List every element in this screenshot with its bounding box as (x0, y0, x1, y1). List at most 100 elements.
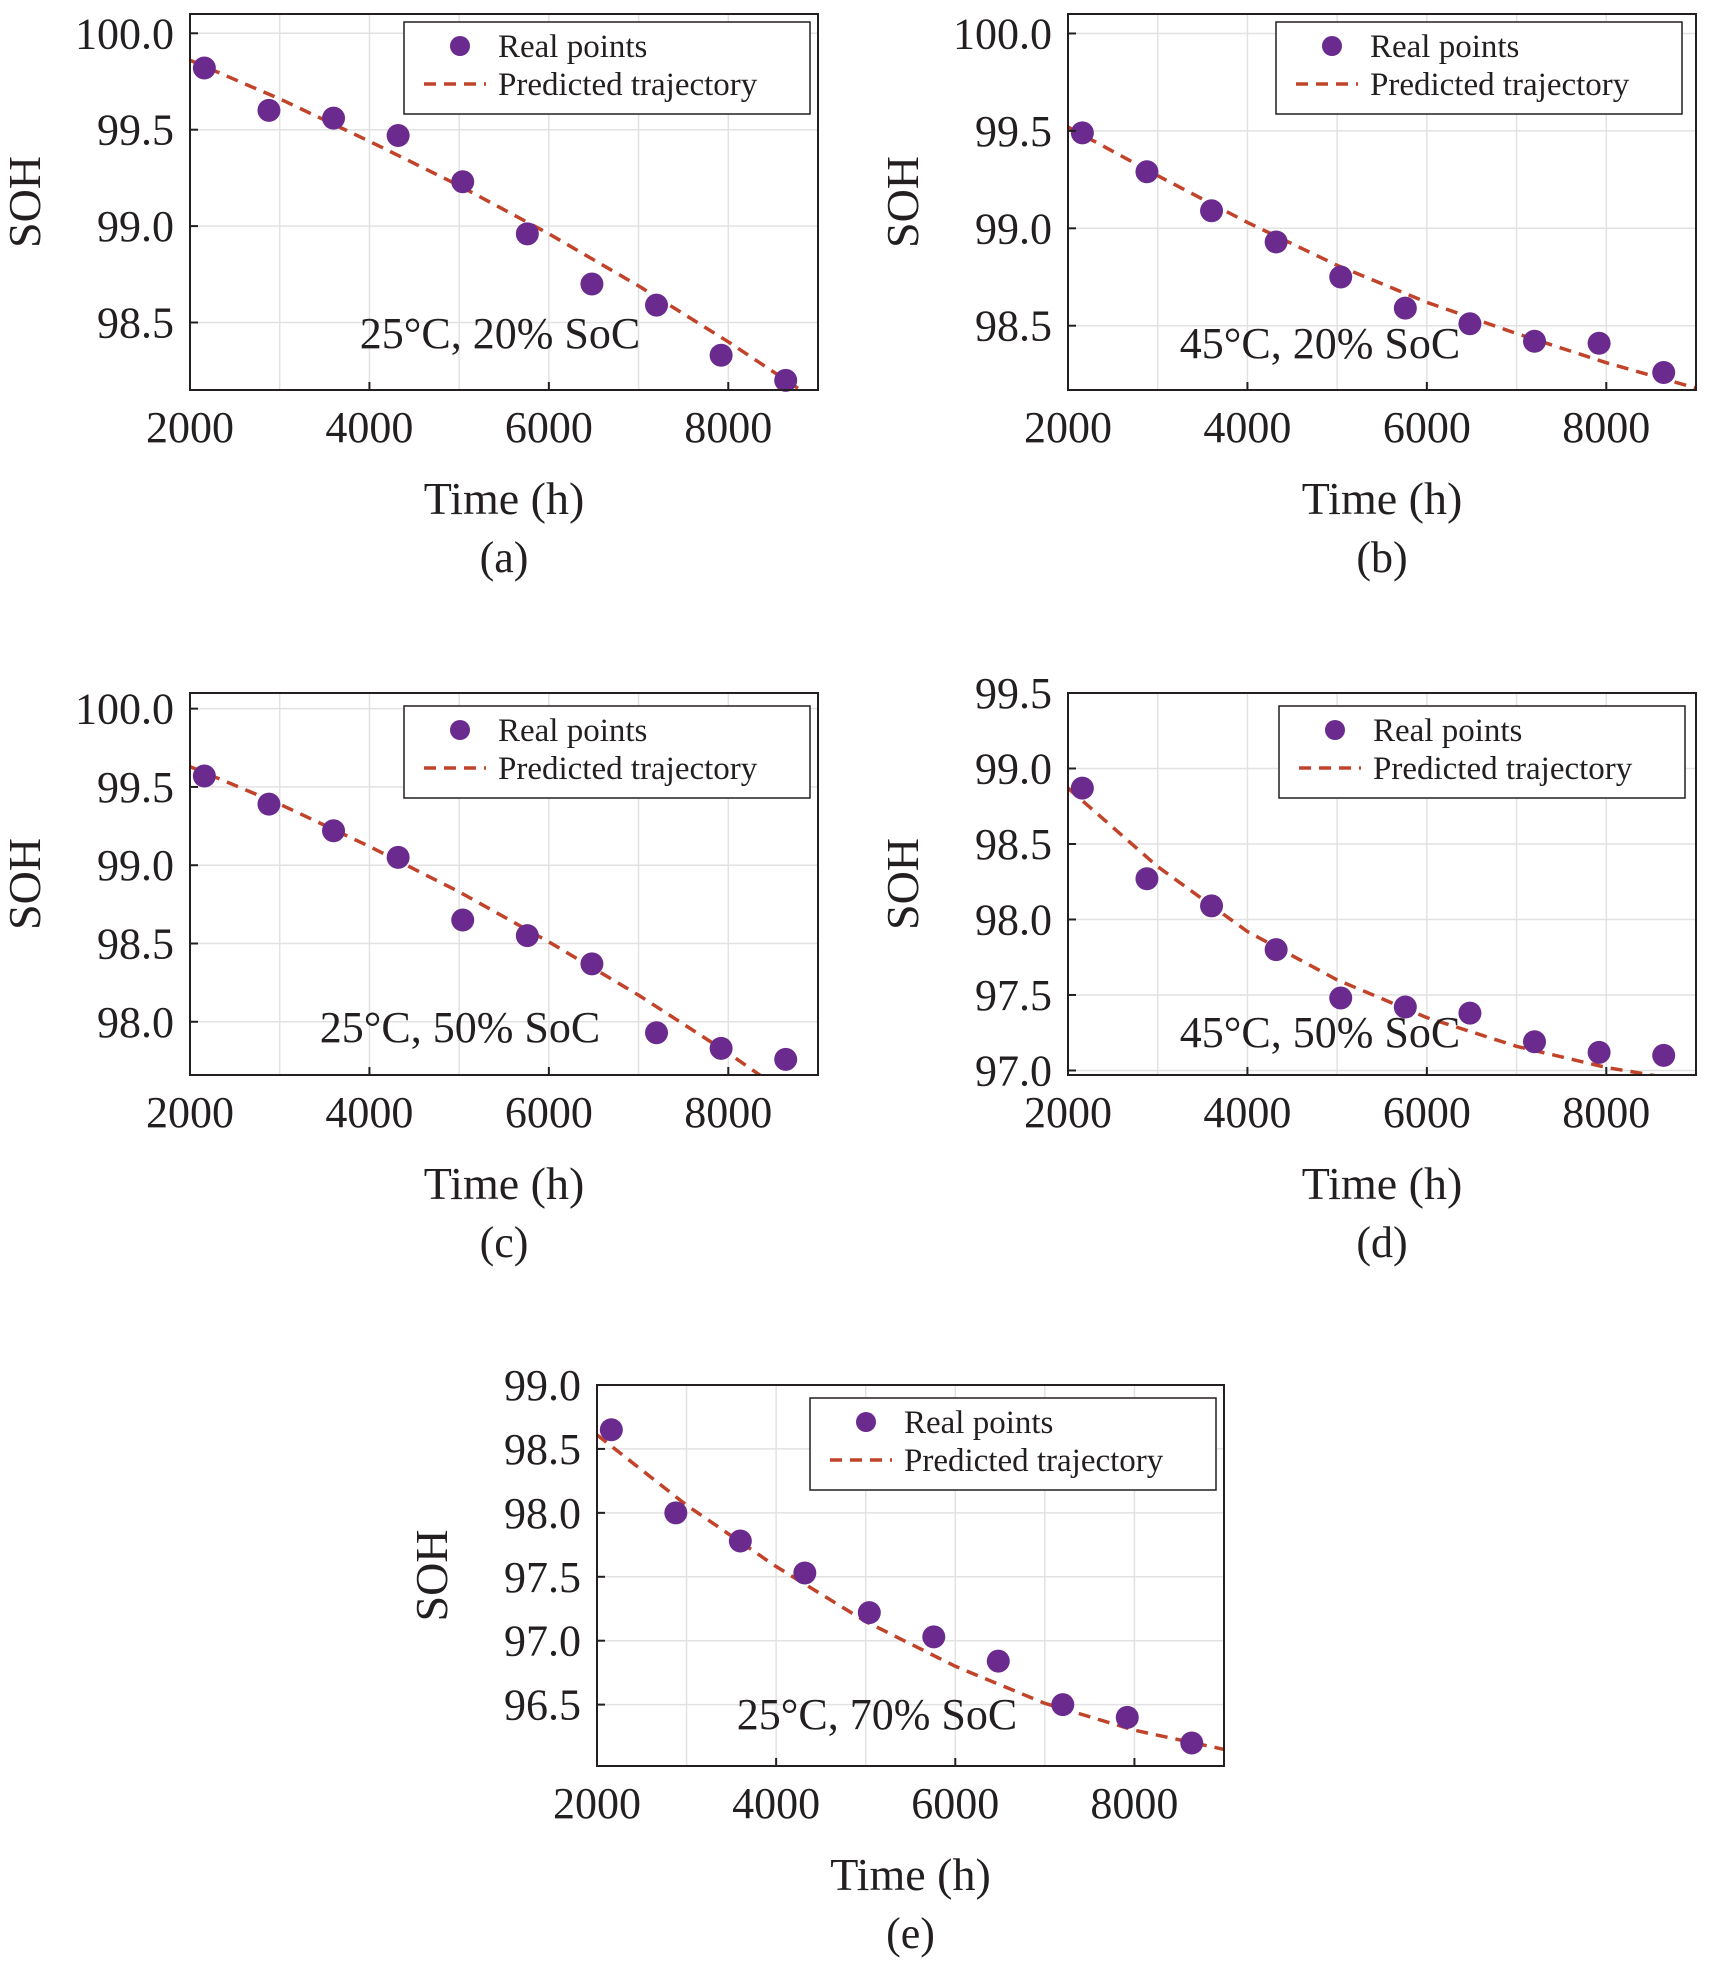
x-tick-label: 4000 (325, 1088, 413, 1137)
real-point (1264, 230, 1288, 254)
y-tick-label: 99.0 (97, 841, 174, 890)
real-point (1200, 894, 1224, 918)
legend-box (1275, 21, 1683, 115)
x-axis-label: Time (h) (1302, 473, 1463, 524)
real-point (857, 1601, 881, 1625)
real-point (1523, 329, 1547, 353)
real-point (1393, 296, 1417, 320)
x-tick-label: 4000 (1203, 1088, 1291, 1137)
legend-box (403, 705, 811, 799)
real-point (664, 1501, 688, 1525)
y-axis-label: SOH (0, 838, 50, 930)
legend-point-swatch (450, 36, 470, 56)
real-point (774, 1047, 798, 1071)
chart-panel-4: 2000 4000 6000 8000 97.0 97.5 98.0 98.5 99.0 99.5… (877, 669, 1697, 1267)
real-point (793, 1561, 817, 1585)
y-axis-label: SOH (0, 156, 50, 248)
real-point (986, 1649, 1010, 1673)
real-point (1070, 121, 1094, 145)
legend-point-swatch (1322, 36, 1342, 56)
real-point (728, 1529, 752, 1553)
real-point (1523, 1030, 1547, 1054)
y-tick-label: 98.5 (504, 1425, 581, 1474)
real-point (1264, 938, 1288, 962)
real-point (1393, 995, 1417, 1019)
legend-trajectory-label: Predicted trajectory (498, 67, 758, 103)
y-tick-label: 100.0 (75, 9, 174, 58)
y-axis-label: SOH (877, 156, 928, 248)
y-tick-label: 99.5 (97, 763, 174, 812)
real-point (1652, 360, 1676, 384)
y-tick-label: 97.0 (975, 1046, 1052, 1095)
x-tick-label: 8000 (684, 403, 772, 452)
real-point (1587, 1040, 1611, 1064)
axes-frame (596, 1384, 1225, 1767)
real-point (1180, 1731, 1204, 1755)
real-point (1458, 312, 1482, 336)
y-tick-label: 98.0 (504, 1489, 581, 1538)
x-tick-label: 8000 (1562, 1088, 1650, 1137)
x-axis-label: Time (h) (1302, 1158, 1463, 1209)
real-point (257, 792, 281, 816)
x-tick-label: 2000 (146, 403, 234, 452)
y-tick-label: 99.0 (975, 204, 1052, 253)
panel-caption: (a) (480, 533, 529, 582)
x-axis-label: Time (h) (424, 1158, 585, 1209)
y-tick-label: 99.5 (97, 106, 174, 155)
y-tick-label: 98.5 (97, 299, 174, 348)
chart-panel-3: 2000 4000 6000 8000 98.0 98.5 99.0 99.5 100.0 Tim… (0, 685, 819, 1267)
panel-caption: (b) (1356, 533, 1407, 582)
real-point (580, 952, 604, 976)
predicted-trajectory-line (1068, 786, 1662, 1075)
condition-label: 25°C, 20% SoC (360, 309, 640, 358)
predicted-trajectory-line (190, 764, 763, 1075)
legend-box (1278, 705, 1686, 799)
axes-frame (189, 692, 819, 1076)
x-tick-label: 4000 (732, 1779, 820, 1828)
legend-points-label: Real points (904, 1405, 1053, 1441)
axes-frame (189, 13, 819, 391)
axes-frame (1067, 692, 1697, 1076)
y-tick-label: 98.0 (97, 998, 174, 1047)
legend-points-label: Real points (1370, 29, 1519, 65)
real-point (1115, 1705, 1139, 1729)
real-point (257, 98, 281, 122)
real-point (709, 343, 733, 367)
real-point (515, 924, 539, 948)
x-tick-label: 6000 (505, 1088, 593, 1137)
real-point (192, 764, 216, 788)
real-point (645, 293, 669, 317)
real-point (922, 1625, 946, 1649)
y-tick-label: 97.5 (975, 971, 1052, 1020)
real-point (1135, 160, 1159, 184)
y-axis-label: SOH (406, 1529, 457, 1621)
panel-caption: (d) (1356, 1218, 1407, 1267)
legend-trajectory-label: Predicted trajectory (498, 751, 758, 787)
y-tick-label: 99.5 (975, 107, 1052, 156)
y-tick-label: 99.5 (975, 669, 1052, 718)
x-tick-label: 2000 (553, 1779, 641, 1828)
real-point (386, 123, 410, 147)
real-point (774, 368, 798, 392)
real-point (599, 1418, 623, 1442)
condition-label: 45°C, 50% SoC (1180, 1008, 1460, 1057)
y-axis-label: SOH (877, 838, 928, 930)
real-point (645, 1021, 669, 1045)
panel-caption: (e) (886, 1909, 935, 1958)
real-point (1135, 867, 1159, 891)
y-tick-label: 99.0 (975, 744, 1052, 793)
real-point (1070, 776, 1094, 800)
real-point (1200, 199, 1224, 223)
y-tick-label: 98.5 (975, 820, 1052, 869)
x-tick-label: 2000 (1024, 403, 1112, 452)
legend-point-swatch (450, 720, 470, 740)
y-tick-label: 98.0 (975, 895, 1052, 944)
chart-panel-2: 2000 4000 6000 8000 98.5 99.0 99.5 100.0 Time (h… (877, 9, 1697, 582)
real-point (322, 106, 346, 130)
x-axis-label: Time (h) (424, 473, 585, 524)
x-tick-label: 6000 (1383, 403, 1471, 452)
